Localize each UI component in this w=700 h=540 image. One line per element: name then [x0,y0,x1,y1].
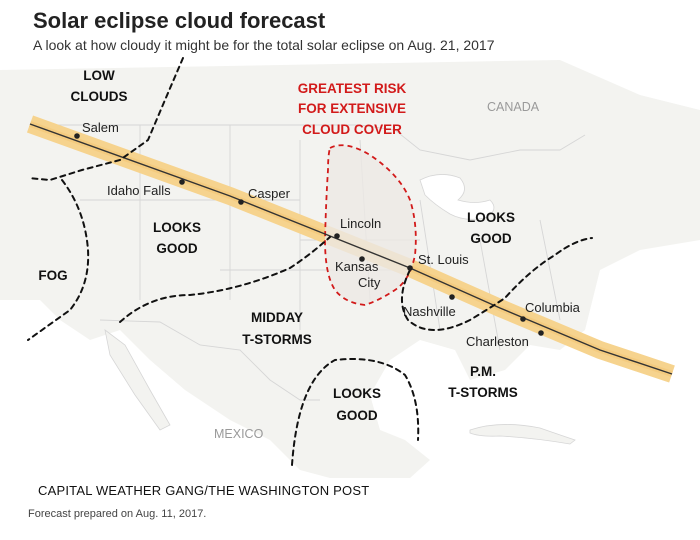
salem-dot [74,133,80,139]
st-louis-dot [407,265,413,271]
cuba-island [469,424,576,445]
city-label-columbia: Columbia [525,300,581,315]
city-label-st-louis: St. Louis [418,252,469,267]
forecast-boundaries [27,57,593,466]
region-midday-tstorms-1: MIDDAY [251,310,303,325]
region-looks-good-south-1: LOOKS [333,386,381,401]
risk-label-line2: FOR EXTENSIVE [298,101,406,116]
kansas-city-dot [359,256,365,262]
region-low-clouds-1: LOW [83,68,115,83]
boundary-east [401,237,593,331]
charleston-dot [538,330,544,336]
us-canada-border [40,124,586,161]
region-looks-good-south-2: GOOD [336,408,378,423]
region-looks-good-west-1: LOOKS [153,220,201,235]
region-fog: FOG [38,268,67,283]
city-label-salem: Salem [82,120,119,135]
boundary-midday [119,236,331,323]
country-label-canada: CANADA [487,100,540,114]
city-label-casper: Casper [248,186,291,201]
baja-peninsula [104,329,171,431]
city-label-charleston: Charleston [466,334,529,349]
great-lakes [419,174,495,220]
city-label-lincoln: Lincoln [340,216,381,231]
risk-region [324,144,417,306]
map-subtitle: A look at how cloudy it might be for the… [33,37,495,53]
columbia-dot [520,316,526,322]
boundary-looks-good-south [291,358,420,466]
region-low-clouds-2: CLOUDS [71,89,128,104]
forecast-note: Forecast prepared on Aug. 11, 2017. [28,508,207,520]
region-midday-tstorms-2: T-STORMS [242,332,312,347]
idaho-falls-dot [179,179,185,185]
city-label-kansas-city-1: Kansas [335,259,379,274]
country-label-mexico: MEXICO [214,427,264,441]
city-label-nashville: Nashville [403,304,456,319]
region-looks-good-west-2: GOOD [156,241,198,256]
borders [40,124,586,401]
city-label-kansas-city-2: City [358,275,381,290]
lincoln-dot [334,233,340,239]
casper-dot [238,199,244,205]
city-dots [74,133,544,336]
boundary-low-clouds [27,57,184,182]
risk-label-line1: GREATEST RISK [298,81,407,96]
city-label-idaho-falls: Idaho Falls [107,183,171,198]
map-title: Solar eclipse cloud forecast [33,8,326,33]
region-looks-good-east-2: GOOD [470,231,512,246]
risk-label-line3: CLOUD COVER [302,122,402,137]
source-credit: CAPITAL WEATHER GANG/THE WASHINGTON POST [38,483,370,498]
region-pm-tstorms-2: T-STORMS [448,385,518,400]
region-looks-good-east-1: LOOKS [467,210,515,225]
boundary-fog [27,179,90,341]
region-pm-tstorms-1: P.M. [470,364,496,379]
nashville-dot [449,294,455,300]
us-mexico-border [99,319,320,401]
